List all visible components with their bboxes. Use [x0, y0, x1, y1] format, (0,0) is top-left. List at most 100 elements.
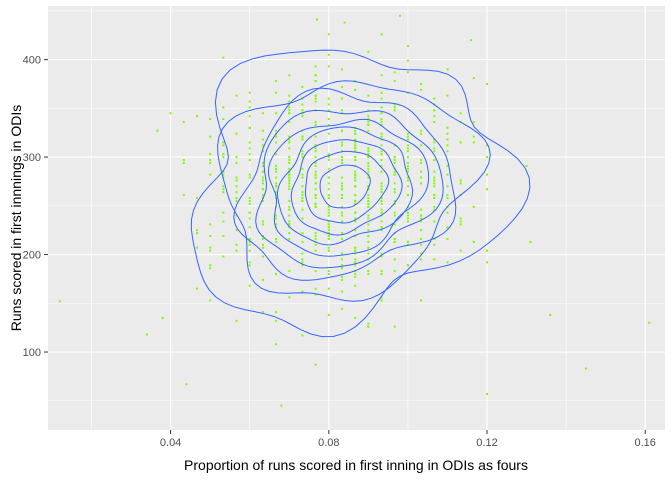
data-point	[261, 161, 264, 164]
data-point	[195, 197, 198, 200]
data-point	[327, 208, 330, 211]
y-tick-label: 400	[23, 55, 41, 67]
data-point	[446, 126, 449, 129]
data-point	[327, 176, 330, 179]
data-point	[380, 112, 383, 115]
data-point	[406, 147, 409, 150]
data-point	[340, 264, 343, 267]
data-point	[354, 144, 357, 147]
data-point	[354, 150, 357, 153]
data-point	[340, 275, 343, 278]
data-point	[446, 211, 449, 214]
data-point	[301, 167, 304, 170]
data-point	[340, 141, 343, 144]
data-point	[354, 246, 357, 249]
data-point	[340, 188, 343, 191]
data-point	[275, 170, 278, 173]
data-point	[327, 223, 330, 226]
data-point	[406, 214, 409, 217]
data-point	[248, 217, 251, 220]
data-point	[327, 214, 330, 217]
data-point	[354, 261, 357, 264]
data-point	[314, 270, 317, 273]
data-point	[420, 129, 423, 132]
data-point	[261, 246, 264, 249]
data-point	[235, 94, 238, 97]
data-point	[486, 249, 489, 252]
data-point	[420, 82, 423, 85]
data-point	[367, 325, 370, 328]
data-point	[433, 150, 436, 153]
data-point	[248, 126, 251, 129]
data-point	[288, 296, 291, 299]
data-point	[433, 147, 436, 150]
data-point	[314, 74, 317, 77]
data-point	[393, 270, 396, 273]
data-point	[340, 176, 343, 179]
data-point	[340, 85, 343, 88]
data-point	[340, 97, 343, 100]
data-point	[393, 258, 396, 261]
data-point	[459, 217, 462, 220]
x-axis-ticks: 0.04 0.08 0.12 0.16	[160, 430, 656, 449]
data-point	[327, 153, 330, 156]
data-point	[275, 191, 278, 194]
data-point	[399, 14, 402, 17]
x-tick-label: 0.04	[160, 437, 181, 449]
data-point	[472, 205, 475, 208]
data-point	[420, 161, 423, 164]
data-point	[380, 185, 383, 188]
data-point	[261, 237, 264, 240]
data-point	[314, 249, 317, 252]
data-point	[301, 185, 304, 188]
data-point	[380, 270, 383, 273]
data-point	[301, 135, 304, 138]
data-point	[261, 182, 264, 185]
data-point	[288, 223, 291, 226]
data-point	[420, 170, 423, 173]
data-point	[288, 156, 291, 159]
data-point	[275, 141, 278, 144]
data-point	[248, 284, 251, 287]
data-point	[327, 249, 330, 252]
data-point	[314, 182, 317, 185]
data-point	[584, 367, 587, 370]
data-point	[327, 103, 330, 106]
data-point	[235, 179, 238, 182]
data-point	[327, 182, 330, 185]
data-point	[393, 237, 396, 240]
data-point	[235, 197, 238, 200]
data-point	[248, 100, 251, 103]
data-point	[275, 153, 278, 156]
data-point	[301, 208, 304, 211]
data-point	[340, 205, 343, 208]
data-point	[182, 161, 185, 164]
data-point	[340, 68, 343, 71]
data-point	[288, 94, 291, 97]
data-point	[459, 141, 462, 144]
data-point	[314, 123, 317, 126]
data-point	[446, 226, 449, 229]
data-point	[367, 223, 370, 226]
data-point	[367, 322, 370, 325]
data-point	[288, 208, 291, 211]
data-point	[222, 191, 225, 194]
data-point	[275, 91, 278, 94]
data-point	[380, 226, 383, 229]
data-point	[209, 299, 212, 302]
data-point	[314, 232, 317, 235]
data-point	[380, 220, 383, 223]
data-point	[327, 118, 330, 121]
data-point	[459, 223, 462, 226]
data-point	[235, 243, 238, 246]
data-point	[367, 118, 370, 121]
data-point	[222, 220, 225, 223]
data-point	[222, 170, 225, 173]
data-point	[288, 226, 291, 229]
data-point	[209, 153, 212, 156]
data-point	[261, 243, 264, 246]
data-point	[288, 159, 291, 162]
data-point	[275, 343, 278, 346]
data-point	[367, 123, 370, 126]
data-point	[367, 240, 370, 243]
